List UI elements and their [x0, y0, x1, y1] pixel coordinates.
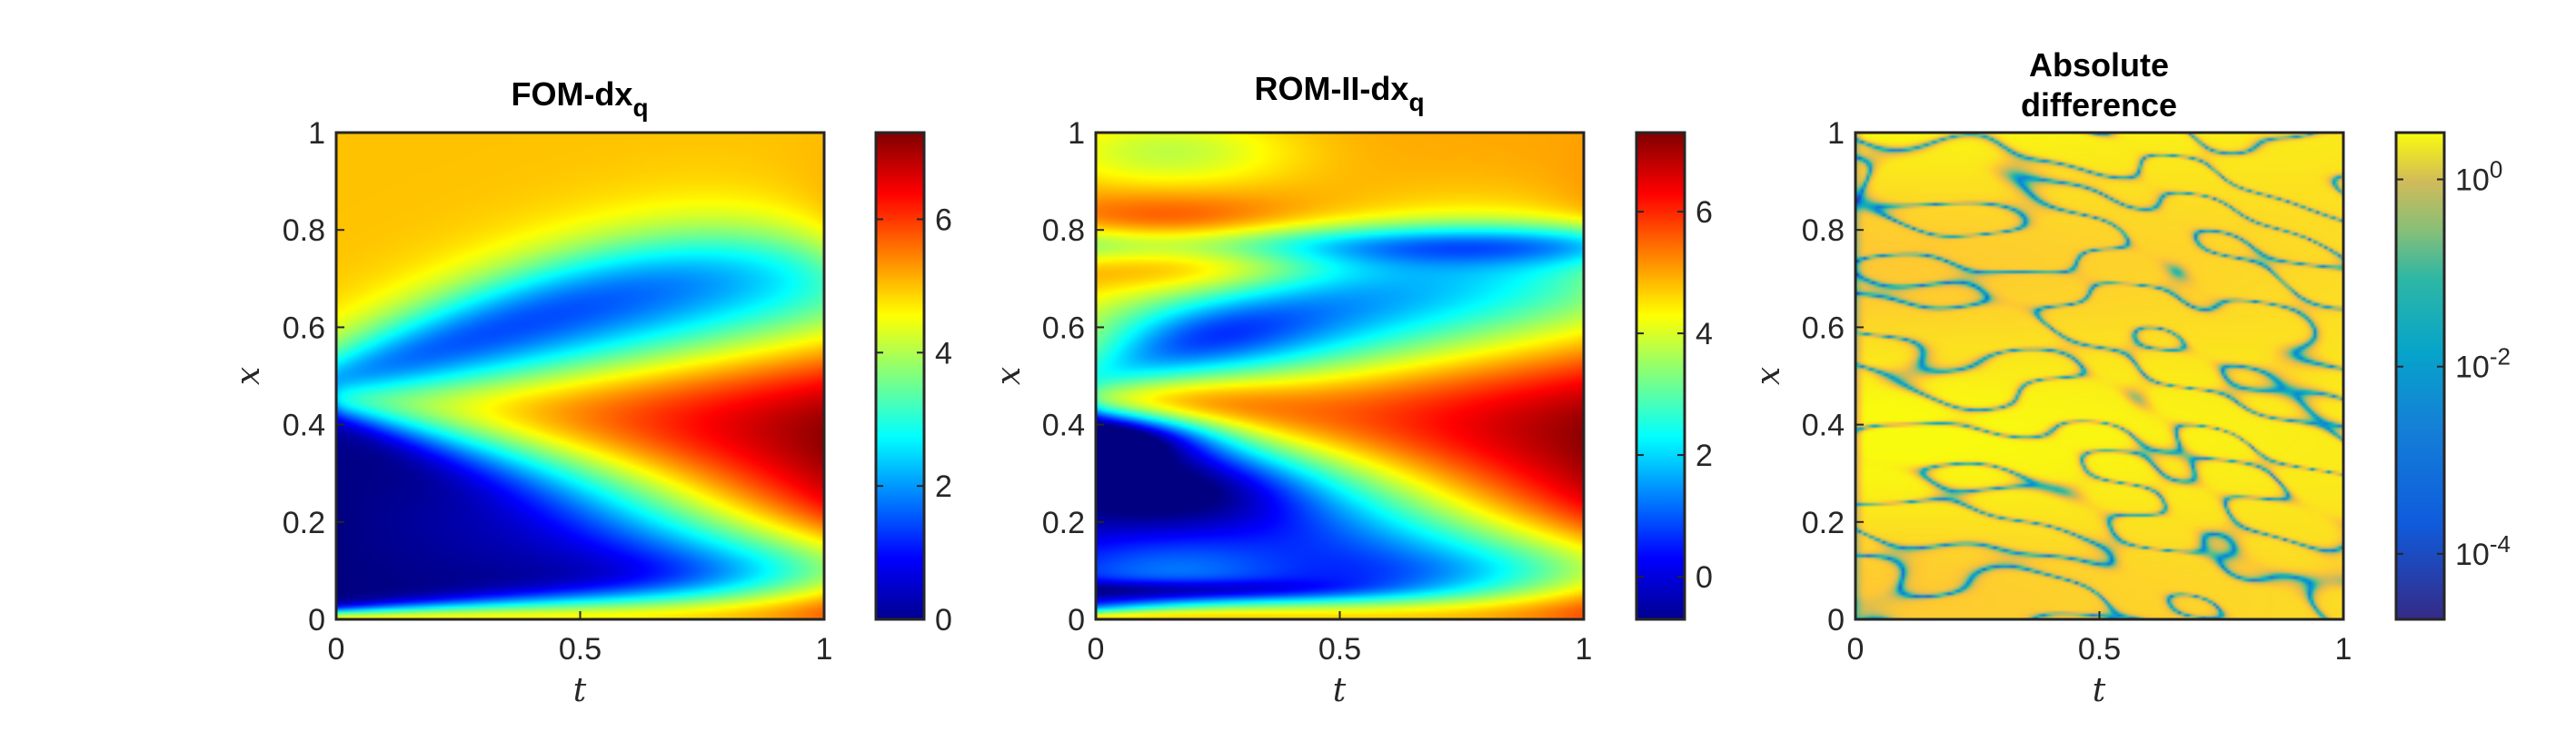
- ytick-label: 0.2: [1042, 506, 1085, 540]
- ytick-label: 0.2: [283, 506, 325, 540]
- xlabel-diff: t: [2093, 672, 2106, 709]
- heatmap-diff: [1855, 133, 2343, 619]
- ylabel-fom: x: [230, 367, 267, 385]
- heatmap-fom: [336, 133, 824, 619]
- title-rom: ROM-II-dxq: [1254, 70, 1424, 116]
- ytick-label: 1: [308, 116, 325, 151]
- xtick-label: 0: [328, 632, 345, 667]
- xlabel-rom: t: [1333, 672, 1347, 709]
- ticks-fom: [335, 132, 825, 620]
- colorbar-diff: [2394, 131, 2446, 621]
- title-fom-sub: q: [632, 94, 648, 122]
- title-fom-main: FOM-dx: [511, 75, 632, 113]
- panel-diff: Absolute difference t x 0 0.2 0.4 0.6 0.8 1 0…: [1750, 46, 2511, 709]
- colorbar-tick-label: 0: [1696, 560, 1713, 595]
- colorbar-tick-label: 2: [935, 469, 952, 504]
- ytick-label: 0.4: [1802, 409, 1845, 443]
- xlabel-fom: t: [573, 672, 587, 709]
- ylabel-diff: x: [1750, 367, 1787, 385]
- yticklabels-fom: 0 0.2 0.4 0.6 0.8 1: [283, 116, 325, 637]
- xtick-label: 1: [816, 632, 833, 667]
- yticklabels-rom: 0 0.2 0.4 0.6 0.8 1: [1042, 116, 1085, 637]
- ytick-label: 0: [1827, 603, 1845, 637]
- xtick-label: 0: [1088, 632, 1105, 667]
- ytick-label: 0.4: [1042, 409, 1085, 443]
- xticklabels-fom: 0 0.5 1: [328, 632, 833, 667]
- heatmap-rom: [1096, 133, 1584, 619]
- xtick-label: 0.5: [2078, 632, 2121, 667]
- colorbar-tick-label: 2: [1696, 439, 1713, 473]
- colorbar-ticks-rom: 0 2 4 6: [1636, 195, 1713, 595]
- colorbar-fom: [874, 131, 926, 621]
- title-diff-line1: Absolute: [2029, 46, 2169, 84]
- ytick-label: 0.2: [1802, 506, 1845, 540]
- ytick-label: 0.8: [1042, 213, 1085, 248]
- ytick-label: 1: [1068, 116, 1085, 151]
- colorbar-tick-label: 6: [1696, 195, 1713, 230]
- title-diff-line2: difference: [2021, 86, 2177, 124]
- ylabel-rom: x: [990, 367, 1028, 385]
- colorbar-tick-label: 6: [935, 203, 952, 237]
- colorbar-tick-label: 10-4: [2455, 530, 2511, 572]
- xtick-label: 0.5: [1318, 632, 1361, 667]
- ytick-label: 0.6: [1042, 311, 1085, 345]
- colorbar-tick-label: 0: [935, 603, 952, 637]
- colorbar-rom: [1635, 131, 1686, 621]
- ytick-label: 0.4: [283, 409, 325, 443]
- ytick-label: 0.6: [283, 311, 325, 345]
- xtick-label: 0: [1847, 632, 1865, 667]
- ytick-label: 1: [1827, 116, 1845, 151]
- title-fom: FOM-dxq: [511, 75, 648, 122]
- colorbar-tick-label: 10-2: [2455, 343, 2511, 385]
- ticks-rom: [1095, 132, 1585, 620]
- xticklabels-rom: 0 0.5 1: [1088, 632, 1593, 667]
- ytick-label: 0.8: [1802, 213, 1845, 248]
- yticklabels-diff: 0 0.2 0.4 0.6 0.8 1: [1802, 116, 1845, 637]
- ytick-label: 0: [308, 603, 325, 637]
- xtick-label: 0.5: [559, 632, 602, 667]
- ytick-label: 0.6: [1802, 311, 1845, 345]
- ytick-label: 0: [1068, 603, 1085, 637]
- title-rom-sub: q: [1408, 88, 1424, 116]
- xticklabels-diff: 0 0.5 1: [1847, 632, 2352, 667]
- xtick-label: 1: [1576, 632, 1593, 667]
- title-rom-main: ROM-II-dx: [1254, 70, 1408, 107]
- ticks-diff: [1855, 132, 2344, 620]
- colorbar-ticks-diff: 10-4 10-2 100: [2396, 156, 2511, 572]
- colorbar-ticks-fom: 0 2 4 6: [876, 203, 952, 637]
- colorbar-tick-label: 100: [2455, 156, 2502, 198]
- colorbar-tick-label: 4: [1696, 317, 1713, 351]
- xtick-label: 1: [2335, 632, 2352, 667]
- colorbar-tick-label: 4: [935, 336, 952, 371]
- ytick-label: 0.8: [283, 213, 325, 248]
